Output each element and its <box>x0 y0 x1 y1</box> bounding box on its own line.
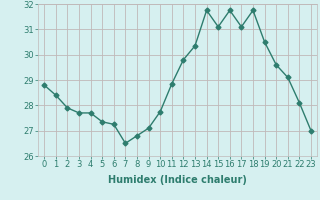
X-axis label: Humidex (Indice chaleur): Humidex (Indice chaleur) <box>108 175 247 185</box>
